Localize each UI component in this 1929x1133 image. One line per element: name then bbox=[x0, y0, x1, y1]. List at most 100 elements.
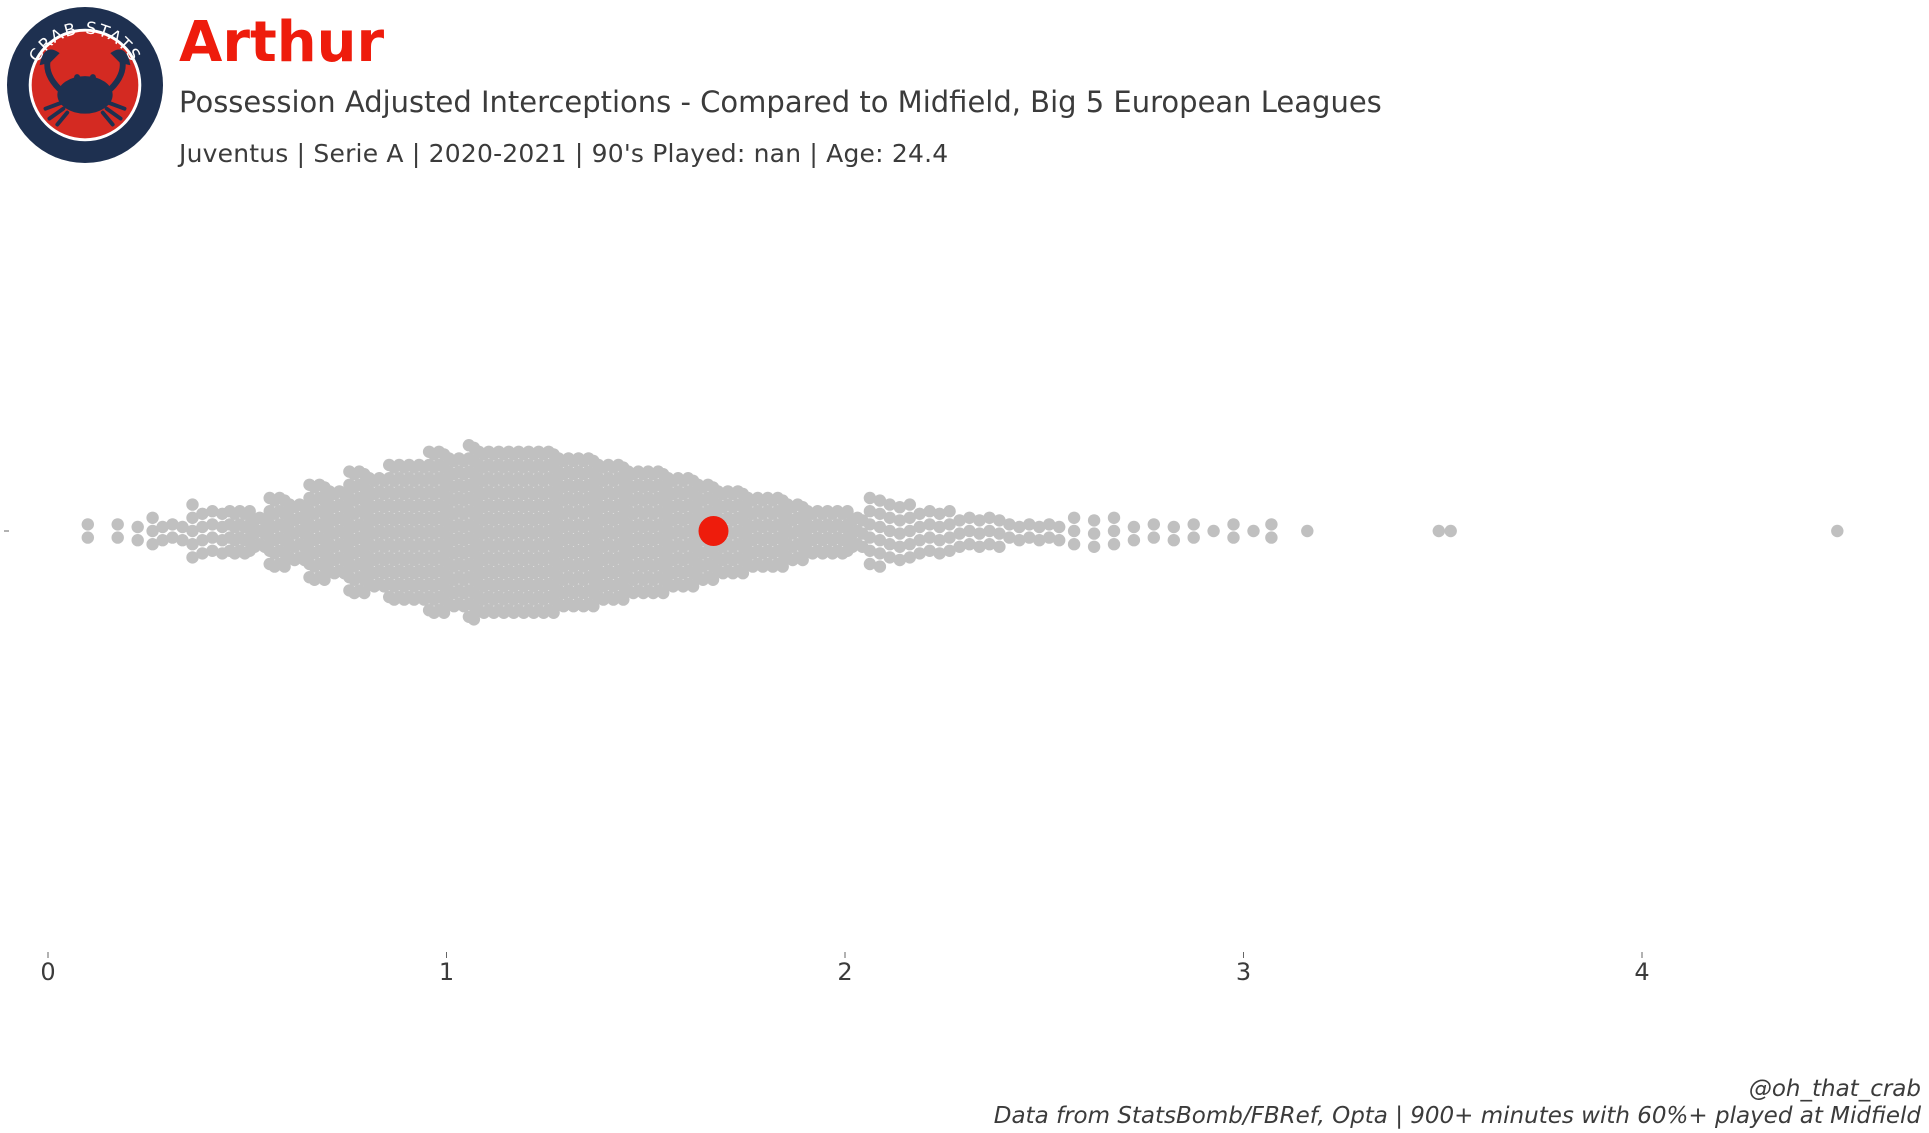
swarm-point bbox=[863, 491, 877, 505]
swarm-point bbox=[1003, 531, 1016, 544]
highlight-point-arthur bbox=[698, 516, 729, 546]
swarm-point bbox=[953, 540, 966, 553]
swarm-point bbox=[206, 544, 219, 557]
swarm-point bbox=[963, 511, 976, 524]
swarm-point bbox=[196, 507, 209, 520]
swarm-point bbox=[873, 534, 887, 547]
swarm-point bbox=[176, 534, 189, 547]
swarm-point bbox=[1013, 520, 1026, 534]
x-axis: 0 1 2 3 4 bbox=[40, 952, 1650, 986]
swarm-point bbox=[81, 518, 95, 531]
player-info-line: Juventus | Serie A | 2020-2021 | 90's Pl… bbox=[179, 139, 949, 168]
swarm-point bbox=[1053, 534, 1066, 547]
swarm-point bbox=[1087, 540, 1101, 553]
swarm-point bbox=[1067, 538, 1081, 551]
swarm-point bbox=[146, 538, 159, 551]
swarm-point bbox=[243, 505, 256, 518]
swarm-point bbox=[903, 551, 916, 564]
x-tick-label: 1 bbox=[439, 958, 454, 986]
swarm-point bbox=[467, 613, 481, 626]
swarm-point bbox=[963, 524, 976, 538]
swarm-point bbox=[883, 511, 896, 524]
swarm-point bbox=[913, 507, 926, 520]
swarm-point bbox=[166, 518, 179, 531]
swarm-point bbox=[913, 534, 926, 547]
swarm-point bbox=[893, 501, 906, 514]
swarm-point bbox=[1087, 527, 1101, 540]
swarm-point bbox=[963, 538, 976, 551]
swarm-point bbox=[111, 518, 124, 531]
swarm-point bbox=[686, 580, 700, 593]
swarm-point bbox=[776, 560, 789, 573]
swarm-point bbox=[1067, 524, 1081, 538]
swarm-point bbox=[156, 520, 169, 534]
swarm-point bbox=[863, 531, 877, 544]
swarm-point bbox=[186, 524, 199, 538]
x-tick-label: 2 bbox=[837, 958, 852, 986]
crab-icon bbox=[39, 49, 131, 127]
swarm-point bbox=[1023, 518, 1036, 531]
swarm-point bbox=[893, 527, 906, 540]
swarm-point bbox=[903, 498, 916, 511]
swarm-point bbox=[973, 514, 986, 527]
swarm-point bbox=[993, 540, 1006, 553]
swarm-point bbox=[1033, 520, 1046, 534]
swarm-point bbox=[973, 540, 986, 553]
swarm-point bbox=[1013, 534, 1026, 547]
swarm-point bbox=[953, 514, 966, 527]
swarm-point bbox=[206, 505, 219, 518]
swarm-point bbox=[1023, 531, 1036, 544]
swarm-point bbox=[883, 498, 896, 511]
swarm-point bbox=[1033, 534, 1046, 547]
player-name: Arthur bbox=[179, 10, 385, 75]
swarm-point bbox=[933, 534, 946, 547]
swarm-point bbox=[973, 527, 986, 540]
swarm-point bbox=[318, 573, 331, 586]
swarm-point bbox=[873, 494, 887, 507]
swarm-point bbox=[993, 514, 1006, 527]
swarm-point bbox=[657, 586, 670, 600]
swarm-point bbox=[993, 527, 1006, 540]
swarm-point bbox=[1167, 520, 1181, 534]
swarm-point bbox=[706, 573, 720, 586]
swarm-point bbox=[893, 553, 906, 567]
swarm-point bbox=[943, 544, 956, 557]
swarm-point bbox=[176, 520, 189, 534]
swarm-point bbox=[953, 527, 966, 540]
swarm-point bbox=[358, 586, 371, 600]
swarm-point bbox=[873, 507, 887, 520]
swarm-point bbox=[186, 511, 199, 524]
swarm-point bbox=[166, 531, 179, 544]
swarm-point bbox=[1187, 531, 1200, 544]
swarm-point bbox=[1127, 520, 1141, 534]
swarm-point bbox=[913, 520, 926, 534]
swarm-point bbox=[1207, 524, 1220, 538]
swarm-point bbox=[883, 538, 896, 551]
swarm-point bbox=[903, 511, 916, 524]
swarm-point bbox=[873, 547, 887, 560]
x-tick-label: 4 bbox=[1634, 958, 1649, 986]
swarm-point bbox=[943, 518, 956, 531]
swarm-point bbox=[796, 553, 809, 567]
swarm-point bbox=[111, 531, 124, 544]
swarm-point bbox=[943, 531, 956, 544]
swarm-point bbox=[1107, 511, 1121, 524]
swarm-point bbox=[883, 524, 896, 538]
swarm-point bbox=[1107, 538, 1121, 551]
swarm-point bbox=[1187, 518, 1200, 531]
swarm-point bbox=[841, 505, 854, 518]
swarm-point bbox=[587, 600, 600, 613]
swarm-point bbox=[983, 538, 996, 551]
swarm-point bbox=[1053, 520, 1066, 534]
swarm-point bbox=[863, 557, 877, 571]
swarm-point bbox=[903, 524, 916, 538]
swarm-point bbox=[206, 531, 219, 544]
swarm-point bbox=[156, 534, 169, 547]
swarm-point bbox=[186, 538, 199, 551]
data-source-note: Data from StatsBomb/FBRef, Opta | 900+ m… bbox=[993, 1103, 1921, 1129]
swarm-point bbox=[1432, 524, 1446, 538]
swarm-point bbox=[903, 538, 916, 551]
swarm-point bbox=[1444, 524, 1457, 538]
swarm-point bbox=[913, 547, 926, 560]
